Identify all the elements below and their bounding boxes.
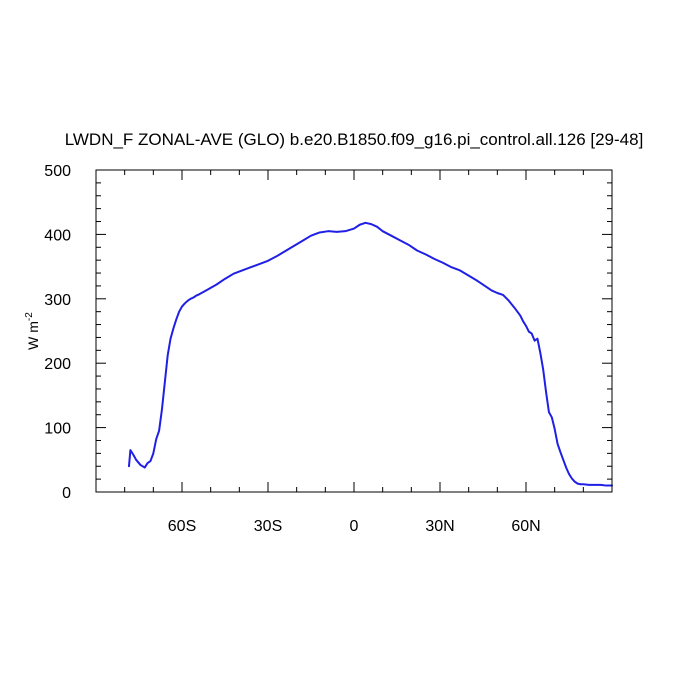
y-tick-label: 200 — [44, 356, 71, 373]
series-layer — [127, 221, 613, 487]
x-tick-label: 30N — [425, 518, 454, 535]
y-axis-label: W m-2 — [24, 312, 41, 350]
y-tick-label: 500 — [44, 163, 71, 180]
x-tick-label: 30S — [254, 518, 282, 535]
x-tick-label: 60S — [168, 518, 196, 535]
y-tick-label: 0 — [62, 485, 71, 502]
y-tick-label: 100 — [44, 421, 71, 438]
plot-frame — [95, 169, 613, 493]
tick-labels: 0 100 200 300 400 500 60S 30S 0 30N 60N — [44, 163, 540, 535]
x-tick-label: 60N — [511, 518, 540, 535]
y-axis-label-exponent: -2 — [24, 312, 35, 321]
x-tick-label: 0 — [350, 518, 359, 535]
y-axis-label-main: W m — [25, 321, 41, 350]
series-line-1 — [127, 221, 613, 487]
y-tick-label: 400 — [44, 227, 71, 244]
y-tick-label: 300 — [44, 292, 71, 309]
chart-title: LWDN_F ZONAL-AVE (GLO) b.e20.B1850.f09_g… — [65, 130, 644, 149]
axis-ticks — [95, 169, 613, 493]
